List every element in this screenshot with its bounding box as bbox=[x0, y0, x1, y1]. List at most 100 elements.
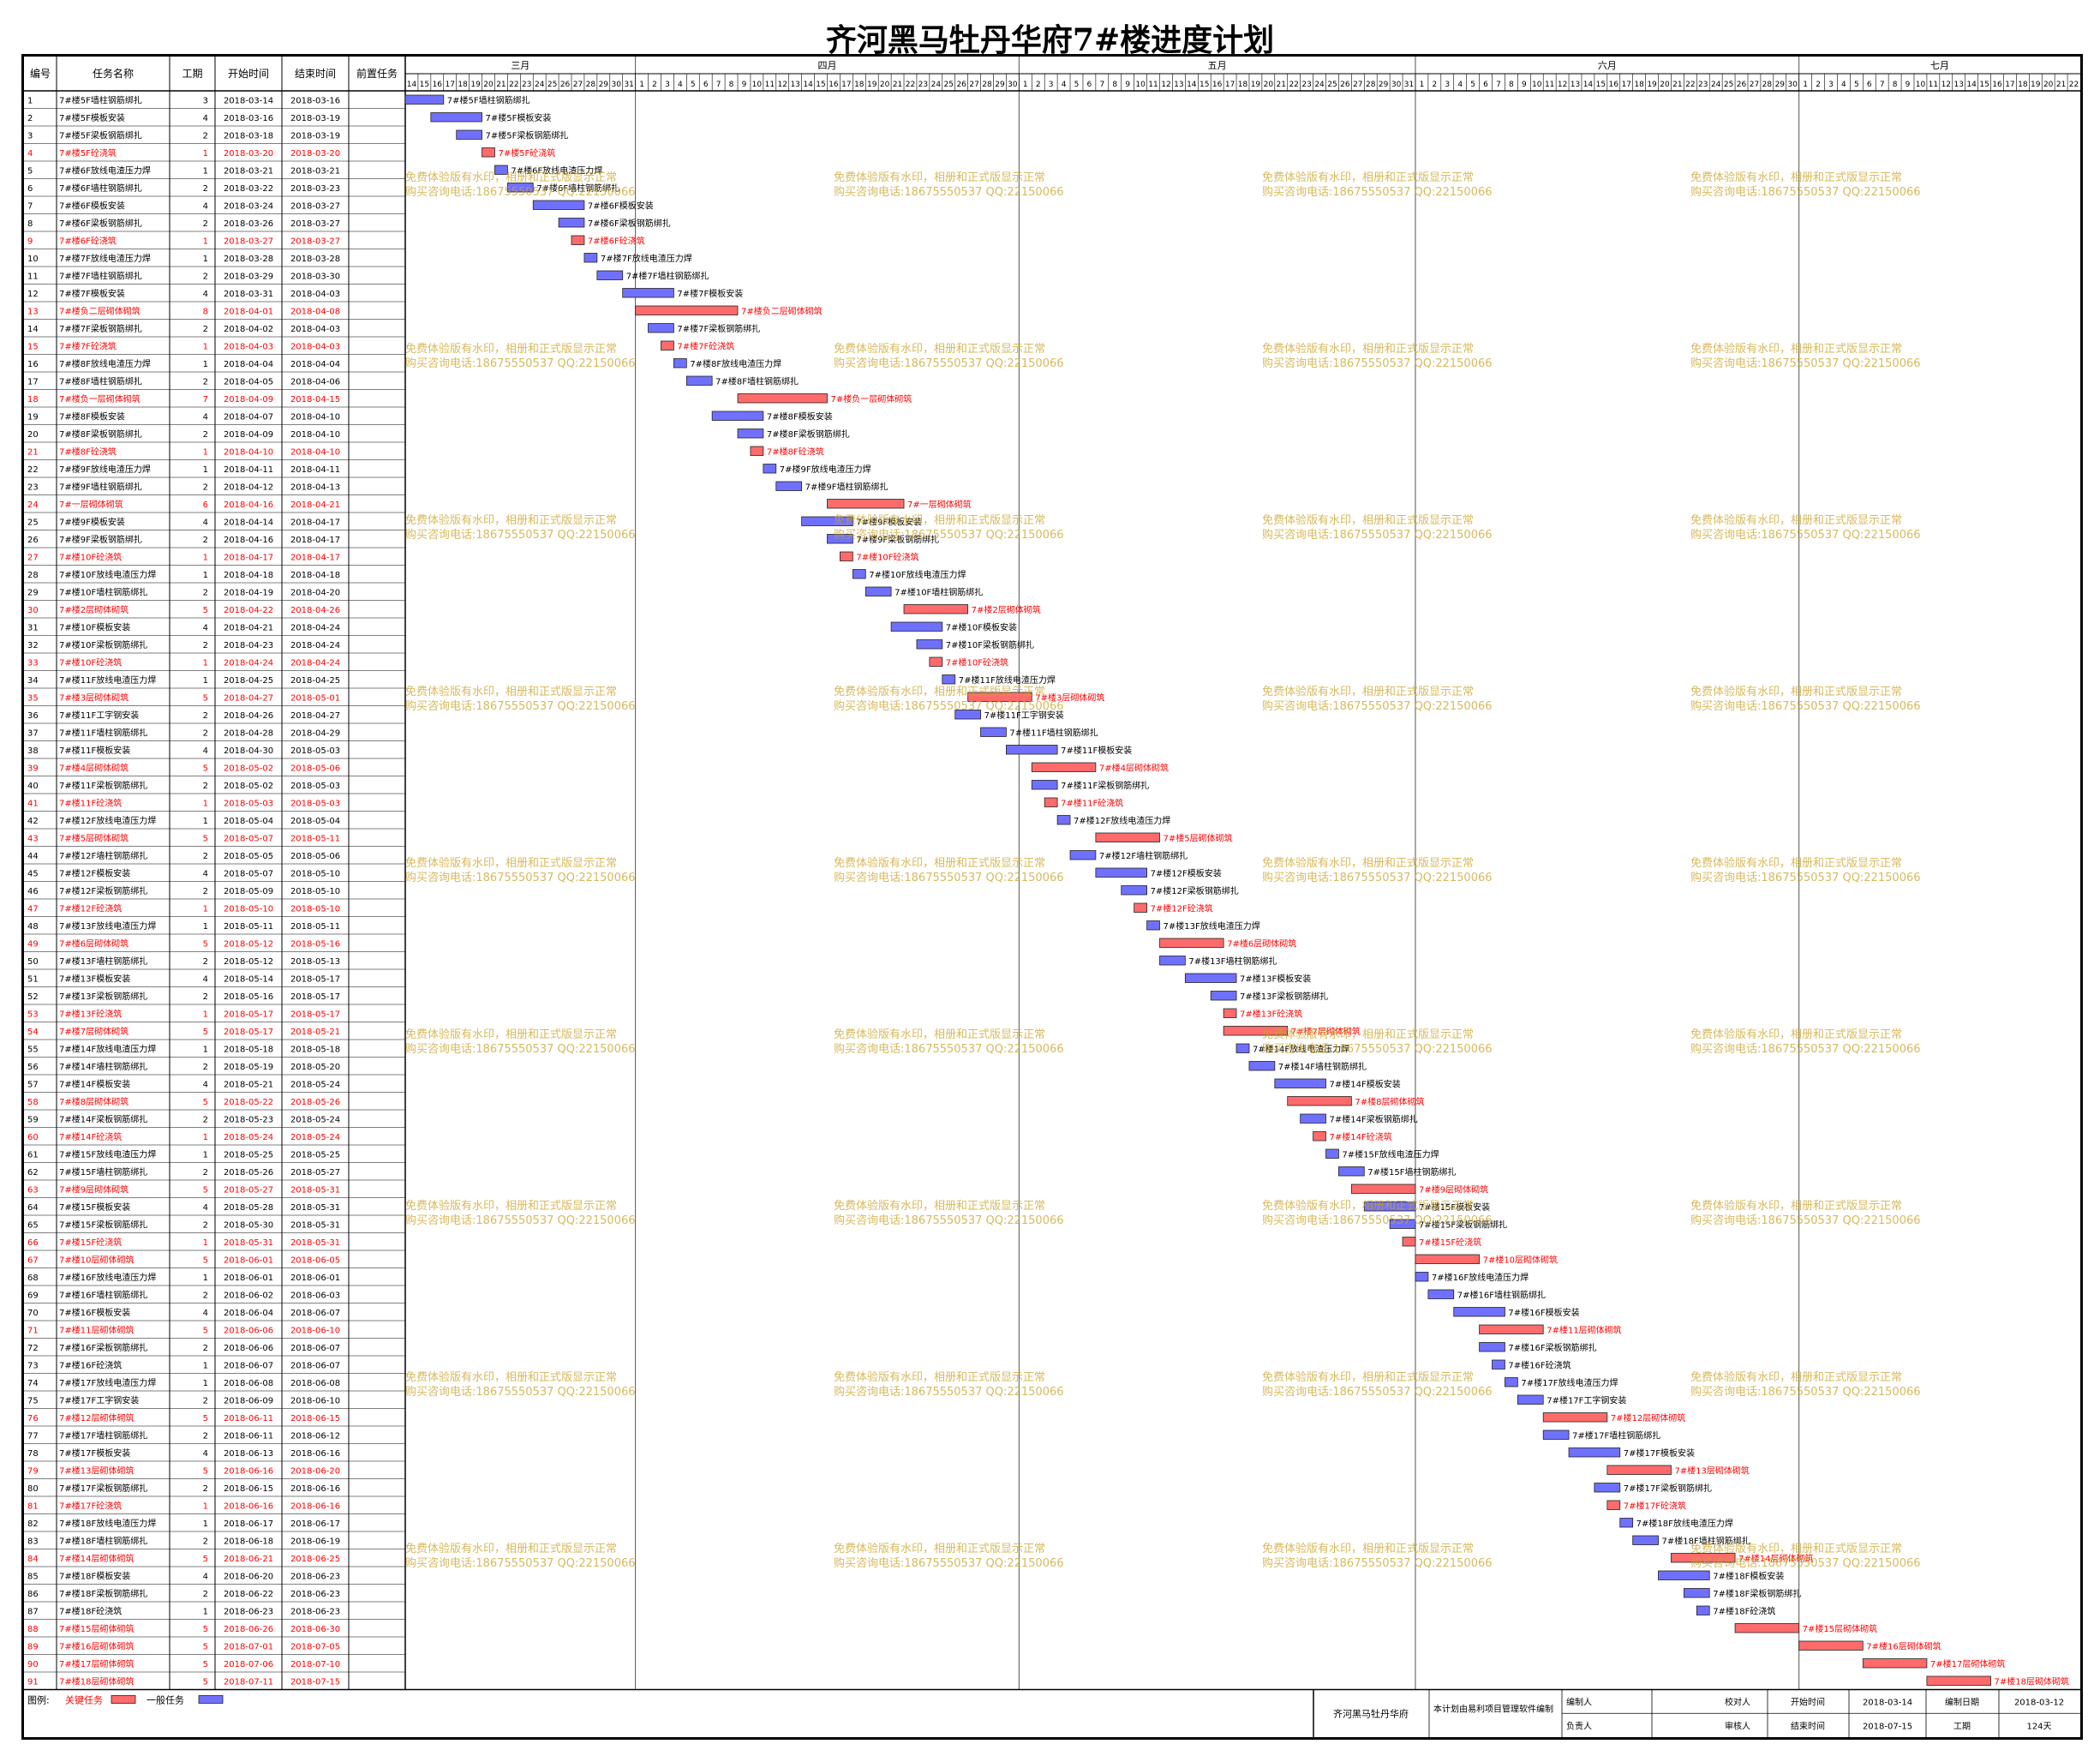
task-end: 2018-03-27 bbox=[290, 219, 340, 229]
task-end: 2018-06-23 bbox=[290, 1590, 340, 1599]
gantt-bar bbox=[1159, 938, 1224, 948]
gantt-bar-label: 7#楼11F梁板钢筋绑扎 bbox=[1061, 780, 1149, 791]
gantt-bar-label: 7#楼负一层砌体砌筑 bbox=[830, 393, 912, 405]
task-duration: 1 bbox=[203, 342, 208, 351]
day-label: 14 bbox=[1583, 81, 1594, 89]
day-label: 8 bbox=[1893, 81, 1898, 89]
task-duration: 2 bbox=[203, 1484, 208, 1494]
day-label: 8 bbox=[1509, 81, 1514, 89]
task-id: 2 bbox=[27, 114, 33, 123]
task-duration: 2 bbox=[203, 957, 208, 967]
watermark-line1: 免费体验版有水印，相册和正式版显示正常 bbox=[405, 342, 617, 356]
task-start: 2018-06-20 bbox=[224, 1572, 273, 1581]
task-end: 2018-04-20 bbox=[290, 588, 340, 597]
watermark-line2: 购买咨询电话:18675550537 QQ:22150066 bbox=[1262, 871, 1493, 884]
task-duration: 1 bbox=[203, 571, 208, 580]
task-start: 2018-04-03 bbox=[224, 342, 273, 351]
task-end: 2018-05-16 bbox=[290, 939, 340, 949]
day-label: 21 bbox=[893, 81, 902, 89]
task-end: 2018-06-23 bbox=[290, 1572, 340, 1581]
task-name: 7#楼11F工字钢安装 bbox=[59, 710, 139, 721]
task-id: 56 bbox=[27, 1063, 39, 1072]
task-name: 7#楼11F梁板钢筋绑扎 bbox=[59, 780, 147, 791]
task-start: 2018-04-22 bbox=[224, 606, 273, 615]
day-label: 15 bbox=[1200, 81, 1209, 89]
task-end: 2018-04-03 bbox=[290, 325, 340, 334]
day-label: 3 bbox=[1049, 81, 1054, 89]
task-name: 7#楼6F模板安装 bbox=[59, 200, 125, 211]
gantt-bar-label: 7#楼11F放线电渣压力焊 bbox=[959, 674, 1056, 686]
day-label: 8 bbox=[1112, 81, 1117, 89]
task-id: 54 bbox=[27, 1028, 39, 1037]
watermark-line2: 购买咨询电话:18675550537 QQ:22150066 bbox=[1690, 871, 1921, 884]
task-end: 2018-06-30 bbox=[290, 1625, 340, 1634]
task-duration: 2 bbox=[203, 1431, 208, 1441]
task-end: 2018-04-08 bbox=[290, 307, 340, 316]
watermark-line1: 免费体验版有水印，相册和正式版显示正常 bbox=[405, 171, 617, 184]
watermark-line2: 购买咨询电话:18675550537 QQ:22150066 bbox=[834, 1042, 1064, 1056]
day-label: 23 bbox=[918, 81, 928, 89]
gantt-bar-label: 7#楼6F模板安装 bbox=[588, 200, 654, 211]
task-duration: 1 bbox=[203, 1379, 208, 1388]
day-label: 9 bbox=[1125, 81, 1130, 89]
task-start: 2018-04-01 bbox=[224, 307, 273, 316]
gantt-bar-label: 7#楼5F梁板钢筋绑扎 bbox=[486, 129, 569, 141]
day-label: 10 bbox=[1916, 81, 1926, 89]
gantt-bar bbox=[750, 446, 764, 456]
task-name: 7#楼18F墙柱钢筋绑扎 bbox=[59, 1535, 147, 1546]
task-id: 50 bbox=[27, 957, 39, 967]
task-start: 2018-05-23 bbox=[224, 1115, 273, 1124]
gantt-bar-label: 7#楼7F砼浇筑 bbox=[677, 340, 734, 351]
task-start: 2018-04-10 bbox=[224, 447, 273, 457]
gantt-bar-label: 7#楼6层砌体砌筑 bbox=[1227, 938, 1296, 949]
task-duration: 5 bbox=[203, 1098, 208, 1107]
gantt-bar-label: 7#楼16F墙柱钢筋绑扎 bbox=[1457, 1289, 1546, 1300]
task-duration: 5 bbox=[203, 1677, 208, 1687]
task-duration: 2 bbox=[203, 887, 208, 896]
day-label: 12 bbox=[1161, 81, 1170, 89]
day-label: 1 bbox=[1023, 81, 1028, 89]
task-id: 75 bbox=[27, 1396, 39, 1405]
day-label: 11 bbox=[1545, 81, 1554, 89]
task-end: 2018-06-15 bbox=[290, 1414, 340, 1423]
gantt-bar bbox=[1300, 1113, 1326, 1124]
gantt-bar-label: 7#楼15F放线电渣压力焊 bbox=[1342, 1148, 1439, 1160]
task-end: 2018-05-03 bbox=[290, 746, 340, 756]
gantt-bar bbox=[775, 481, 803, 491]
day-label: 20 bbox=[1660, 81, 1670, 89]
task-end: 2018-04-21 bbox=[290, 500, 340, 510]
task-id: 46 bbox=[27, 887, 39, 896]
task-end: 2018-05-24 bbox=[290, 1115, 340, 1124]
task-end: 2018-07-10 bbox=[290, 1660, 340, 1669]
watermark-line2: 购买咨询电话:18675550537 QQ:22150066 bbox=[1690, 1385, 1921, 1399]
watermark-line2: 购买咨询电话:18675550537 QQ:22150066 bbox=[1262, 1385, 1493, 1399]
task-duration: 1 bbox=[203, 1238, 208, 1248]
watermark-line2: 购买咨询电话:18675550537 QQ:22150066 bbox=[1690, 357, 1921, 370]
day-label: 25 bbox=[547, 81, 557, 89]
task-name: 7#楼12层砌体砌筑 bbox=[59, 1412, 134, 1423]
task-name: 7#楼10F砼浇筑 bbox=[59, 656, 122, 668]
watermark-line2: 购买咨询电话:18675550537 QQ:22150066 bbox=[834, 1214, 1064, 1227]
task-id: 12 bbox=[27, 290, 39, 299]
day-label: 14 bbox=[1187, 81, 1197, 89]
task-start: 2018-05-11 bbox=[224, 922, 273, 932]
day-label: 16 bbox=[433, 81, 443, 89]
gantt-bar bbox=[1223, 1026, 1289, 1036]
task-start: 2018-03-21 bbox=[224, 166, 273, 176]
gantt-bar bbox=[1223, 1008, 1237, 1018]
gantt-bar bbox=[852, 569, 866, 579]
gantt-bar-label: 7#楼5F墙柱钢筋绑扎 bbox=[447, 94, 530, 105]
task-duration: 2 bbox=[203, 1344, 208, 1353]
gantt-bar bbox=[1402, 1237, 1416, 1247]
task-start: 2018-07-11 bbox=[224, 1677, 273, 1687]
day-label: 12 bbox=[1558, 81, 1567, 89]
day-label: 26 bbox=[956, 81, 966, 89]
day-label: 24 bbox=[1314, 81, 1325, 89]
watermark-line1: 免费体验版有水印，相册和正式版显示正常 bbox=[1262, 1542, 1474, 1555]
gantt-bar bbox=[711, 411, 764, 421]
task-name: 7#楼5F模板安装 bbox=[59, 112, 125, 123]
task-id: 34 bbox=[27, 676, 39, 686]
task-id: 42 bbox=[27, 817, 39, 826]
day-label: 22 bbox=[2069, 81, 2079, 89]
day-label: 1 bbox=[1803, 81, 1808, 89]
